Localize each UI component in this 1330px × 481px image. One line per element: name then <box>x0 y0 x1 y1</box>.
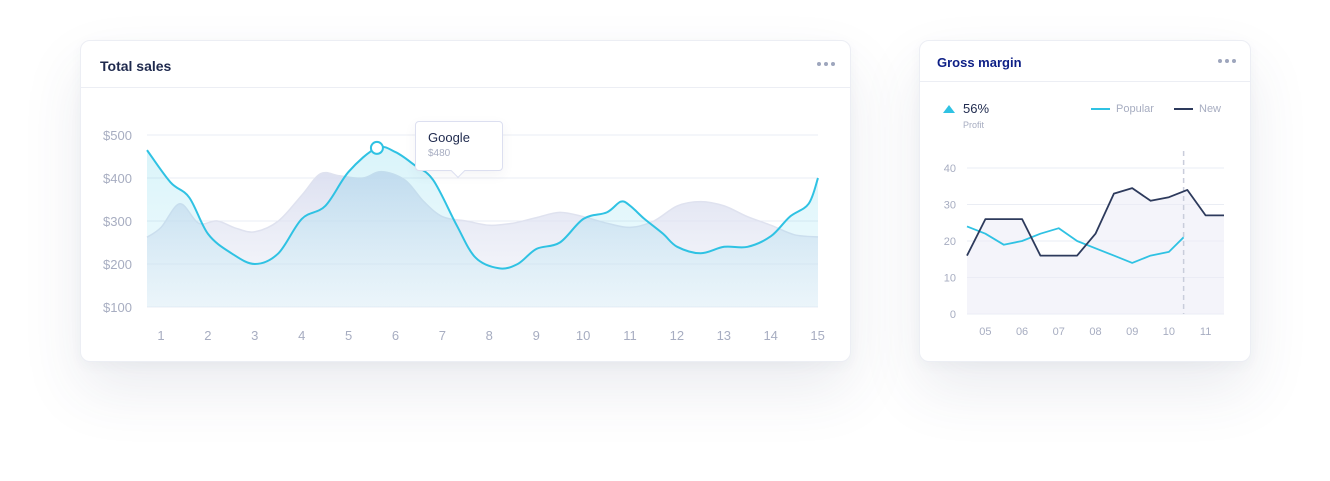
triangle-up-icon <box>943 105 955 113</box>
x-tick-label: 3 <box>251 328 258 343</box>
legend-label-new: New <box>1199 103 1222 115</box>
highlight-point <box>369 140 384 155</box>
profit-label: Profit <box>963 120 985 130</box>
y-tick-label: $300 <box>103 214 132 229</box>
line-popular <box>966 225 1185 264</box>
gross-margin-chart: 0 10 20 30 40 05 06 07 08 09 10 11 <box>944 151 1224 338</box>
gross-margin-card: Gross margin 56% Profit Popular New 0 10 2… <box>919 40 1251 362</box>
y-tick-label: 30 <box>944 200 956 212</box>
y-tick-label: 40 <box>944 163 956 175</box>
x-tick-label: 13 <box>717 328 731 343</box>
x-tick-label: 7 <box>439 328 446 343</box>
x-tick-label: 07 <box>1053 326 1065 338</box>
y-tick-label: $400 <box>103 171 132 186</box>
legend-item-new[interactable]: New <box>1174 103 1221 115</box>
y-tick-label: $200 <box>103 257 132 272</box>
x-tick-label: 15 <box>810 328 824 343</box>
y-tick-label: $500 <box>103 128 132 143</box>
line-sales <box>146 145 819 270</box>
x-tick-label: 08 <box>1089 326 1101 338</box>
x-tick-label: 12 <box>670 328 684 343</box>
legend-item-popular[interactable]: Popular <box>1091 103 1154 115</box>
y-tick-label: 10 <box>944 273 956 285</box>
x-tick-label: 4 <box>298 328 305 343</box>
x-tick-label: 2 <box>204 328 211 343</box>
tooltip-value: $480 <box>428 148 451 159</box>
legend-swatch-popular <box>1091 107 1110 111</box>
x-tick-label: 6 <box>392 328 399 343</box>
gross-margin-title: Gross margin <box>937 55 1022 70</box>
x-tick-label: 06 <box>1016 326 1028 338</box>
x-tick-label: 10 <box>1163 326 1175 338</box>
profit-value: 56% <box>963 101 990 116</box>
x-tick-label: 05 <box>979 326 991 338</box>
x-tick-label: 1 <box>157 328 164 343</box>
more-dots-icon[interactable] <box>817 62 835 66</box>
total-sales-header: Total sales <box>81 41 850 88</box>
x-tick-label: 14 <box>763 328 777 343</box>
gross-margin-header: Gross margin <box>920 41 1250 82</box>
y-tick-label: $100 <box>103 300 132 315</box>
y-tick-label: 20 <box>944 236 956 248</box>
x-tick-label: 5 <box>345 328 352 343</box>
chart-tooltip: Google $480 <box>415 121 503 179</box>
legend-label-popular: Popular <box>1116 103 1154 115</box>
x-tick-label: 09 <box>1126 326 1138 338</box>
area-sales <box>147 146 818 307</box>
legend-swatch-new <box>1174 107 1193 111</box>
more-dots-icon[interactable] <box>1218 59 1236 63</box>
x-tick-label: 11 <box>623 328 637 343</box>
x-tick-label: 11 <box>1200 326 1211 338</box>
total-sales-card: Total sales $100 $200 $300 $400 $500 1 2 3 4 5 6 7 8… <box>80 40 851 362</box>
x-tick-label: 8 <box>486 328 493 343</box>
y-tick-label: 0 <box>950 309 956 321</box>
area-new <box>967 188 1224 314</box>
x-tick-label: 10 <box>576 328 590 343</box>
total-sales-title: Total sales <box>100 58 172 74</box>
line-new <box>966 187 1224 257</box>
x-tick-label: 9 <box>533 328 540 343</box>
tooltip-title: Google <box>428 130 470 145</box>
